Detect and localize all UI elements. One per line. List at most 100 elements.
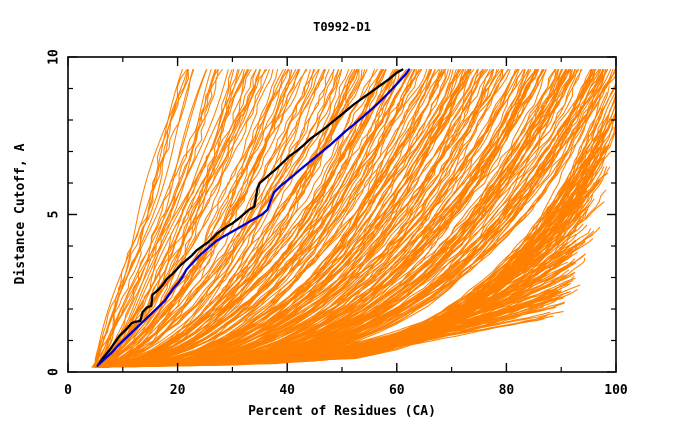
ensemble-curve bbox=[94, 69, 602, 368]
x-tick-label: 60 bbox=[389, 383, 405, 398]
ensemble-curve bbox=[94, 69, 320, 368]
ensemble-curve bbox=[93, 69, 287, 368]
x-tick-label: 80 bbox=[499, 383, 515, 398]
ensemble-curve bbox=[99, 69, 245, 368]
ensemble-curve bbox=[96, 83, 616, 368]
ensemble-curve bbox=[96, 69, 270, 368]
ensemble-curve bbox=[99, 69, 400, 368]
ensemble-curve bbox=[94, 69, 489, 368]
ensemble-curve bbox=[99, 69, 358, 368]
ensemble-curve bbox=[94, 69, 300, 368]
ensemble-curve bbox=[94, 69, 410, 368]
ensemble-curve bbox=[100, 69, 604, 368]
ensemble-curve bbox=[98, 69, 411, 368]
ensemble-curve bbox=[97, 69, 440, 368]
ensemble-curve bbox=[100, 69, 577, 368]
ensemble-curve bbox=[95, 69, 315, 368]
ensemble-curve bbox=[94, 69, 471, 368]
ensemble-curve bbox=[94, 69, 311, 368]
ensemble-curve bbox=[94, 69, 325, 368]
ensemble-curve bbox=[94, 69, 526, 368]
ensemble-curve bbox=[97, 115, 616, 368]
ensemble-curve bbox=[94, 69, 291, 368]
ensemble-curve bbox=[94, 69, 400, 368]
ensemble-curve bbox=[94, 69, 472, 368]
y-axis-label: Distance Cutoff, A bbox=[13, 143, 28, 284]
ensemble-curve bbox=[94, 69, 301, 368]
ensemble-curve bbox=[98, 69, 240, 368]
ensemble-curve bbox=[94, 69, 279, 368]
ensemble-curve bbox=[94, 69, 330, 368]
ensemble-curve bbox=[94, 69, 494, 368]
tick-layer bbox=[67, 56, 617, 373]
ensemble-curve bbox=[97, 92, 608, 368]
ensemble-curve bbox=[96, 69, 519, 368]
ensemble-curve bbox=[94, 69, 430, 368]
ensemble-curve bbox=[98, 69, 596, 368]
ensemble-curve bbox=[100, 69, 378, 368]
ensemble-curve bbox=[94, 69, 441, 368]
x-tick-label: 100 bbox=[604, 383, 628, 398]
ensemble-curve bbox=[97, 69, 219, 368]
ensemble-curve bbox=[94, 69, 571, 368]
tick-label-layer: 0 20 40 60 80 100 0 5 10 bbox=[47, 49, 628, 398]
ensemble-curve bbox=[97, 99, 616, 368]
ensemble-curve bbox=[99, 69, 518, 368]
ensemble-curve bbox=[91, 69, 207, 368]
ensemble-curve bbox=[96, 69, 580, 368]
ensemble-curve bbox=[98, 69, 229, 368]
ensemble-curve bbox=[94, 69, 578, 368]
ensemble-curve bbox=[99, 69, 189, 368]
ensemble-curve bbox=[94, 69, 606, 368]
page-title: T0992-D1 bbox=[313, 20, 371, 34]
ensemble-curve bbox=[98, 69, 235, 368]
ensemble-curve bbox=[94, 74, 612, 368]
y-tick-label: 5 bbox=[47, 211, 62, 219]
ensemble-curve bbox=[94, 69, 532, 368]
x-tick-label: 40 bbox=[279, 383, 295, 398]
ensemble-curve bbox=[91, 69, 243, 368]
ensemble-curve bbox=[94, 69, 604, 368]
ensemble-curve bbox=[94, 69, 195, 368]
ensemble-curve bbox=[99, 92, 616, 368]
ensemble-curve bbox=[94, 69, 212, 368]
x-axis-label: Percent of Residues (CA) bbox=[248, 404, 436, 419]
ensemble-curve bbox=[94, 69, 416, 368]
ensemble-curve bbox=[94, 69, 452, 368]
ensemble-curve bbox=[97, 107, 602, 368]
ensemble-curve bbox=[94, 69, 252, 368]
ensemble-curve bbox=[97, 69, 383, 368]
highlight-curve-black bbox=[97, 68, 404, 366]
ensemble-curve bbox=[94, 69, 494, 368]
ensemble-curve bbox=[99, 69, 614, 368]
ensemble-curve bbox=[95, 69, 562, 368]
curve-layer bbox=[91, 68, 616, 368]
ensemble-curve bbox=[98, 69, 537, 368]
ensemble-curve bbox=[95, 69, 398, 368]
ensemble-curve bbox=[94, 69, 266, 368]
ensemble-curve bbox=[101, 70, 616, 368]
ensemble-curve bbox=[94, 69, 572, 368]
ensemble-curve bbox=[94, 69, 353, 368]
ensemble-curve bbox=[97, 69, 433, 368]
ensemble-curve bbox=[94, 69, 339, 368]
ensemble-curve bbox=[99, 69, 188, 368]
ensemble-curve bbox=[96, 69, 500, 368]
ensemble-curve bbox=[97, 92, 616, 368]
ensemble-curve bbox=[94, 69, 443, 368]
ensemble-curve bbox=[100, 69, 536, 368]
ensemble-curve bbox=[98, 69, 382, 368]
ensemble-curve bbox=[94, 69, 485, 368]
ensemble-curve bbox=[94, 69, 471, 368]
ensemble-curve bbox=[97, 69, 510, 368]
x-tick-label: 0 bbox=[64, 383, 72, 398]
ensemble-curve bbox=[94, 69, 366, 368]
ensemble-curve bbox=[94, 69, 467, 368]
ensemble-curve bbox=[93, 69, 189, 368]
highlight-curve-blue bbox=[96, 68, 411, 367]
y-tick-label: 0 bbox=[47, 368, 62, 376]
y-tick-label: 10 bbox=[47, 49, 62, 65]
ensemble-curve bbox=[98, 69, 274, 368]
x-tick-label: 20 bbox=[170, 383, 186, 398]
